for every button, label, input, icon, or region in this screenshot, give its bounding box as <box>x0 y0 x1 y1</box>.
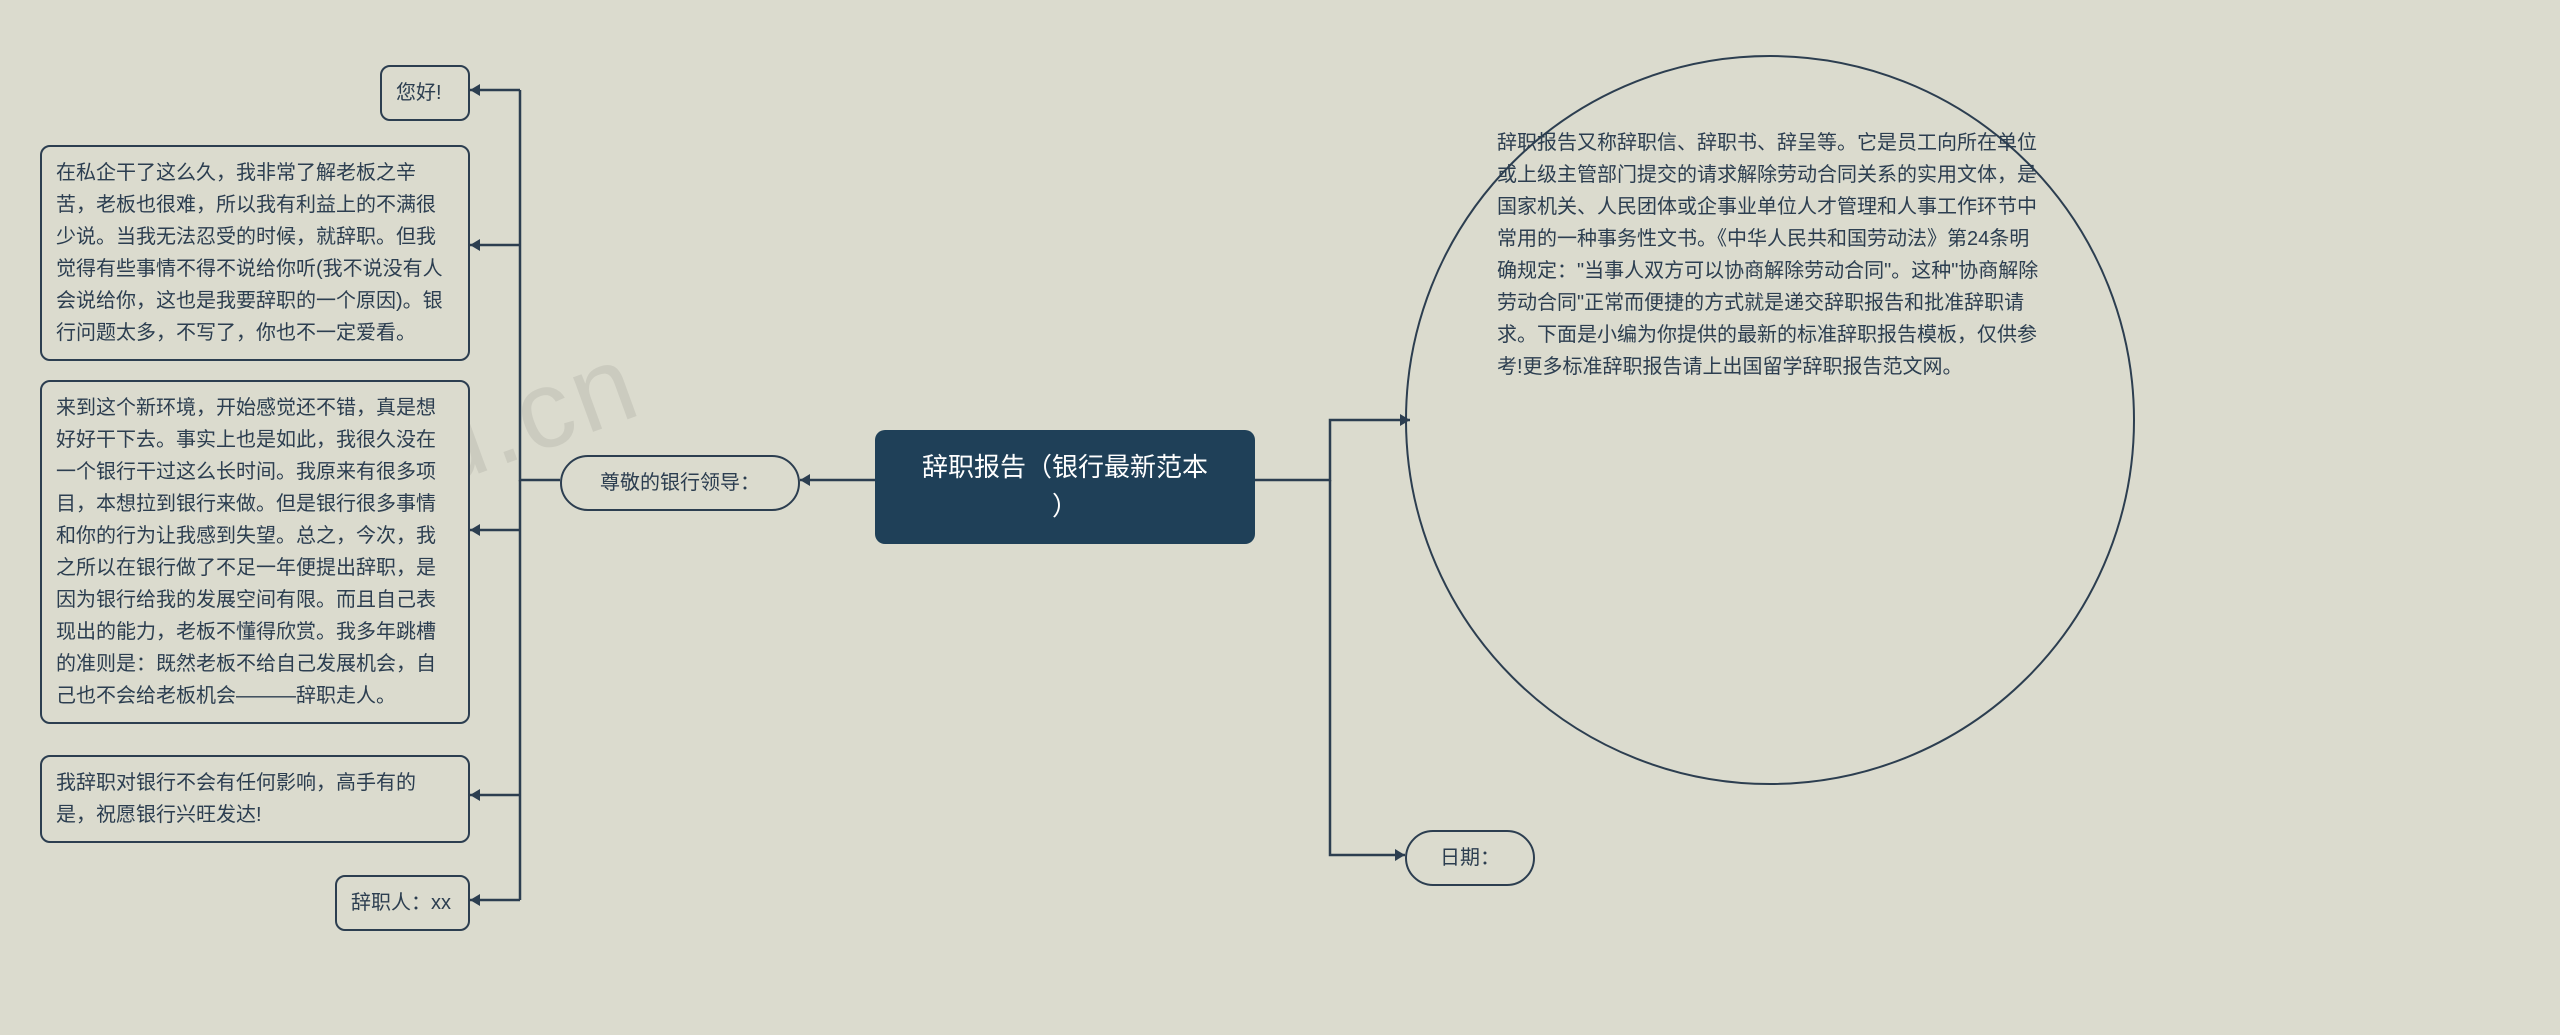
arrow-root-to-oval <box>1400 414 1410 426</box>
arrow-to-para2 <box>470 524 480 536</box>
leaf-para-2[interactable]: 来到这个新环境，开始感觉还不错，真是想好好干下去。事实上也是如此，我很久没在一个… <box>40 380 470 724</box>
root-title-line1: 辞职报告（银行最新范本 <box>922 452 1208 482</box>
left-branch-label-text: 尊敬的银行领导： <box>600 472 760 494</box>
left-branch-label[interactable]: 尊敬的银行领导： <box>560 455 800 511</box>
arrow-to-signer <box>470 894 480 906</box>
arrow-to-greeting <box>470 84 480 96</box>
leaf-para-3-text: 我辞职对银行不会有任何影响，高手有的是，祝愿银行兴旺发达! <box>56 772 416 826</box>
leaf-para-3[interactable]: 我辞职对银行不会有任何影响，高手有的是，祝愿银行兴旺发达! <box>40 755 470 843</box>
root-title-line2: ） <box>1052 491 1078 521</box>
leaf-greeting[interactable]: 您好! <box>380 65 470 121</box>
right-date-text: 日期： <box>1440 847 1500 869</box>
leaf-para-1-text: 在私企干了这么久，我非常了解老板之辛苦，老板也很难，所以我有利益上的不满很少说。… <box>56 162 443 344</box>
root-node[interactable]: 辞职报告（银行最新范本 ） <box>875 430 1255 544</box>
right-date-node[interactable]: 日期： <box>1405 830 1535 886</box>
arrow-root-to-left <box>800 474 810 486</box>
arrow-root-to-date <box>1395 849 1405 861</box>
leaf-para-2-text: 来到这个新环境，开始感觉还不错，真是想好好干下去。事实上也是如此，我很久没在一个… <box>56 397 436 707</box>
arrow-to-para3 <box>470 789 480 801</box>
leaf-greeting-text: 您好! <box>396 82 442 104</box>
leaf-signer-text: 辞职人：xx <box>351 892 451 914</box>
right-intro-oval[interactable]: 辞职报告又称辞职信、辞职书、辞呈等。它是员工向所在单位或上级主管部门提交的请求解… <box>1405 55 2135 785</box>
arrow-to-para1 <box>470 239 480 251</box>
leaf-para-1[interactable]: 在私企干了这么久，我非常了解老板之辛苦，老板也很难，所以我有利益上的不满很少说。… <box>40 145 470 361</box>
leaf-signer[interactable]: 辞职人：xx <box>335 875 470 931</box>
right-intro-text: 辞职报告又称辞职信、辞职书、辞呈等。它是员工向所在单位或上级主管部门提交的请求解… <box>1497 132 2038 378</box>
